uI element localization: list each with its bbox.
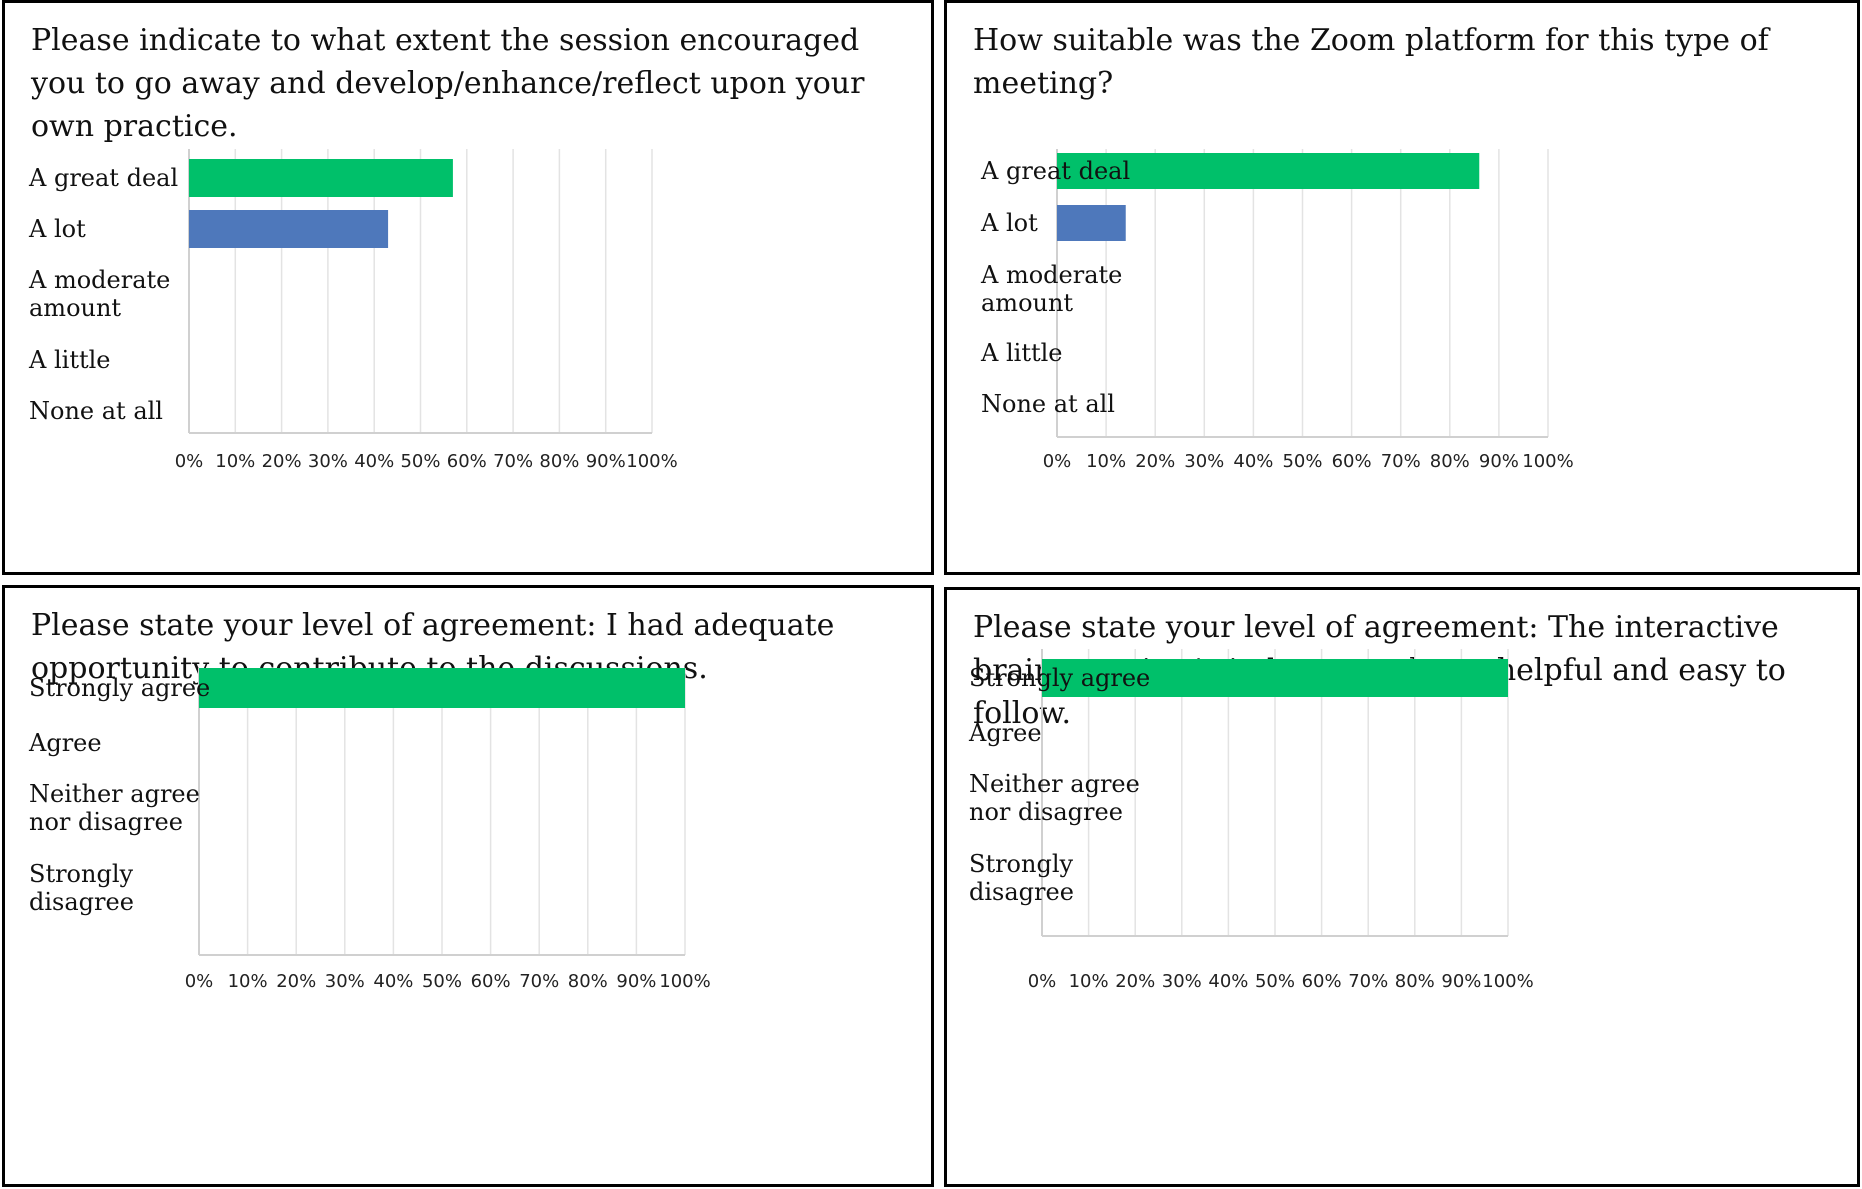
- category-label: Strongly agree: [969, 664, 1150, 692]
- bar: [1057, 205, 1126, 241]
- x-tick-label: 50%: [422, 971, 462, 992]
- x-tick-label: 40%: [1233, 451, 1273, 472]
- x-tick-label: 90%: [616, 971, 656, 992]
- chart-panel-adequate-opportunity: Please state your level of agreement: I …: [2, 585, 934, 1187]
- x-tick-label: 70%: [493, 451, 533, 472]
- x-tick-label: 0%: [175, 451, 204, 472]
- x-tick-label: 100%: [659, 971, 710, 992]
- x-tick-label: 60%: [447, 451, 487, 472]
- category-label: Strongly disagree: [29, 860, 134, 916]
- x-tick-label: 10%: [215, 451, 255, 472]
- x-tick-label: 30%: [308, 451, 348, 472]
- category-label: Neither agree nor disagree: [29, 780, 200, 836]
- category-label: A moderate amount: [28, 266, 170, 322]
- chart-title: Please indicate to what extent the sessi…: [31, 23, 865, 144]
- x-tick-label: 80%: [568, 971, 608, 992]
- x-tick-label: 50%: [1282, 451, 1322, 472]
- x-tick-label: 10%: [228, 971, 268, 992]
- category-label: None at all: [981, 390, 1115, 418]
- x-tick-label: 20%: [1115, 971, 1155, 992]
- x-tick-label: 20%: [262, 451, 302, 472]
- x-tick-label: 0%: [185, 971, 214, 992]
- x-tick-label: 80%: [1395, 971, 1435, 992]
- bar: [1057, 153, 1480, 189]
- bar-chart: 0% 10% 20% 30% 40% 50% 60% 70% 80% 90% 100% Strongl…: [968, 649, 1534, 992]
- category-label: A lot: [28, 215, 86, 243]
- category-label: Agree: [968, 719, 1042, 747]
- x-tick-label: 30%: [325, 971, 365, 992]
- x-tick-label: 90%: [586, 451, 626, 472]
- chart-panel-extent-encouraged: Please indicate to what extent the sessi…: [2, 0, 934, 575]
- x-tick-label: 100%: [626, 451, 677, 472]
- x-tick-label: 70%: [1348, 971, 1388, 992]
- chart-title: How suitable was the Zoom platform for t…: [973, 23, 1769, 101]
- x-tick-label: 10%: [1069, 971, 1109, 992]
- x-tick-label: 60%: [471, 971, 511, 992]
- bar: [189, 210, 389, 248]
- category-label: Strongly agree: [29, 674, 210, 702]
- chart-panel-zoom-suitability: How suitable was the Zoom platform for t…: [944, 0, 1860, 575]
- x-tick-label: 70%: [1381, 451, 1421, 472]
- category-label: Neither agree nor disagree: [969, 770, 1140, 826]
- x-tick-label: 50%: [400, 451, 440, 472]
- x-tick-label: 20%: [1135, 451, 1175, 472]
- chart-panel-mind-map-tool: Please state your level of agreement: Th…: [944, 587, 1860, 1187]
- bar: [189, 159, 453, 197]
- bar: [1042, 659, 1508, 697]
- x-tick-label: 40%: [354, 451, 394, 472]
- x-tick-label: 90%: [1441, 971, 1481, 992]
- bar-chart: 0% 10% 20% 30% 40% 50% 60% 70% 80% 90% 100% A great…: [28, 149, 678, 472]
- bar-chart: 0% 10% 20% 30% 40% 50% 60% 70% 80% 90% 100% A great…: [980, 149, 1574, 472]
- category-label: A lot: [980, 209, 1038, 237]
- x-tick-label: 10%: [1086, 451, 1126, 472]
- category-label: A great deal: [980, 157, 1130, 185]
- x-tick-label: 100%: [1482, 971, 1533, 992]
- category-label: A little: [980, 339, 1062, 367]
- x-tick-label: 60%: [1302, 971, 1342, 992]
- x-tick-label: 80%: [1430, 451, 1470, 472]
- x-tick-label: 30%: [1162, 971, 1202, 992]
- x-tick-label: 0%: [1043, 451, 1072, 472]
- bar: [199, 668, 685, 708]
- x-tick-label: 30%: [1184, 451, 1224, 472]
- x-tick-label: 100%: [1522, 451, 1573, 472]
- bar-chart: 0% 10% 20% 30% 40% 50% 60% 70% 80% 90% 100% Strongl…: [28, 668, 711, 992]
- category-label: None at all: [29, 397, 163, 425]
- x-tick-label: 80%: [539, 451, 579, 472]
- x-tick-label: 40%: [1208, 971, 1248, 992]
- x-tick-label: 20%: [276, 971, 316, 992]
- category-label: Agree: [28, 729, 102, 757]
- x-tick-label: 60%: [1332, 451, 1372, 472]
- x-tick-label: 40%: [373, 971, 413, 992]
- x-tick-label: 0%: [1028, 971, 1057, 992]
- category-label: A great deal: [28, 164, 178, 192]
- x-tick-label: 50%: [1255, 971, 1295, 992]
- category-label: Strongly disagree: [969, 850, 1074, 906]
- x-tick-label: 90%: [1479, 451, 1519, 472]
- x-tick-label: 70%: [519, 971, 559, 992]
- category-label: A moderate amount: [980, 261, 1122, 317]
- category-label: A little: [28, 346, 110, 374]
